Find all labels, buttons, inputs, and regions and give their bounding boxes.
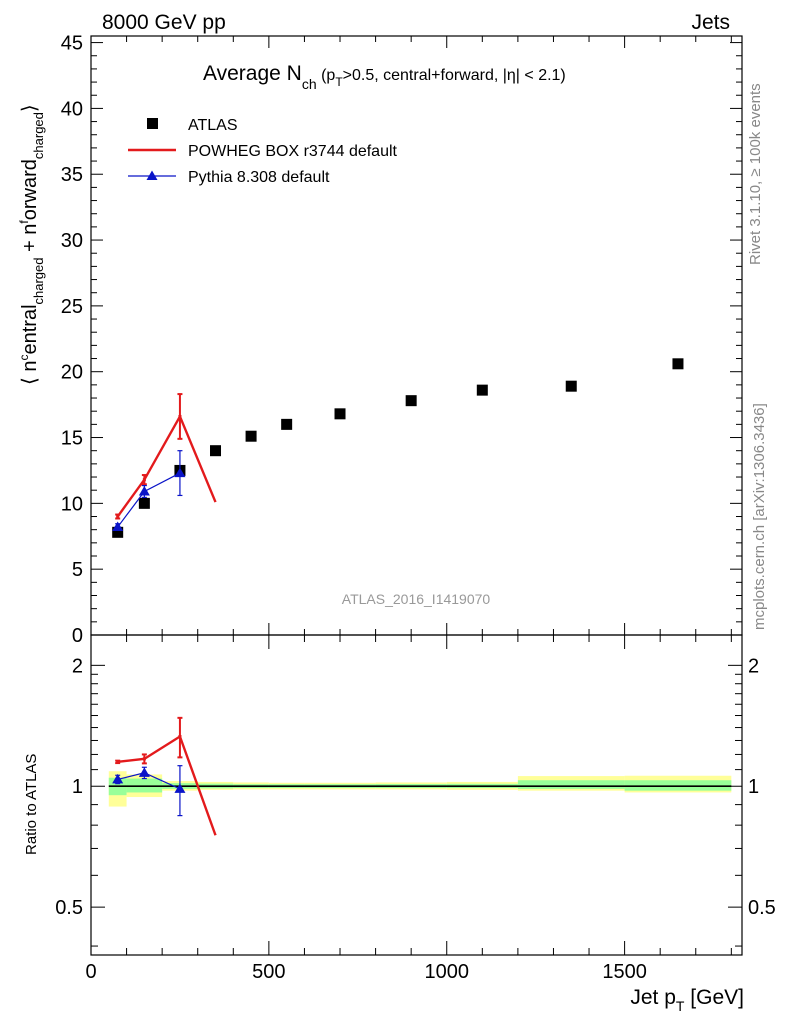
y-axis-label: ⟨ ncentralcharged + nforwardcharged⟩ <box>17 104 46 385</box>
atlas-point <box>112 526 124 538</box>
atlas-point <box>210 445 222 457</box>
upper-panel: 0 5 10 15 20 25 30 35 40 45 <box>61 33 743 647</box>
legend-label-pythia: Pythia 8.308 default <box>188 169 330 186</box>
ratio-powheg-point <box>178 734 182 738</box>
ratio-pythia-point <box>112 773 124 784</box>
header-energy: 8000 GeV pp <box>102 11 226 34</box>
header-process: Jets <box>691 11 730 34</box>
ratio-powheg-point <box>142 757 146 761</box>
legend-marker-pythia <box>146 170 158 180</box>
ratio-pythia-point <box>174 783 186 793</box>
atlas-point <box>281 418 293 430</box>
rivet-label: Rivet 3.1.10, ≥ 100k events <box>747 83 764 265</box>
y-tick-label: 30 <box>61 230 83 252</box>
y-tick-label: 0 <box>72 625 83 647</box>
ratio-panel: 0 500 1000 1500 0.5 0.5 1 1 2 2 <box>55 634 776 983</box>
ratio-y-tick-label: 2 <box>72 655 83 677</box>
x-tick-label: 1500 <box>602 961 647 983</box>
ratio-powheg-point <box>116 760 120 764</box>
ratio-y-axis-label: Ratio to ATLAS <box>23 754 40 855</box>
y-tick-label: 15 <box>61 428 83 450</box>
powheg-point <box>142 478 146 482</box>
x-tick-label: 500 <box>252 961 285 983</box>
x-tick-label: 0 <box>85 961 96 983</box>
atlas-point <box>672 358 684 370</box>
powheg-line <box>116 413 217 518</box>
ratio-y-tick-label: 0.5 <box>748 897 776 919</box>
y-tick-label: 45 <box>61 33 83 55</box>
atlas-point <box>565 380 577 392</box>
x-tick-label: 1000 <box>424 961 469 983</box>
legend-marker-atlas <box>147 118 158 129</box>
atlas-point <box>334 408 346 420</box>
y-tick-label: 10 <box>61 493 83 515</box>
ratio-powheg-line <box>117 734 217 836</box>
y-tick-label: 40 <box>61 98 83 120</box>
y-tick-label: 20 <box>61 362 83 384</box>
x-axis-label: Jet pT [GeV] <box>630 986 744 1014</box>
ratio-band-green <box>517 780 625 789</box>
analysis-id: ATLAS_2016_I1419070 <box>342 591 491 607</box>
atlas-point <box>138 497 150 509</box>
ratio-y-tick-label: 1 <box>72 776 83 798</box>
legend-label-powheg: POWHEG BOX r3744 default <box>188 143 398 160</box>
y-tick-label: 25 <box>61 296 83 318</box>
atlas-point <box>245 430 257 442</box>
legend-label-atlas: ATLAS <box>188 117 238 134</box>
ratio-y-tick-label: 1 <box>748 776 759 798</box>
y-tick-label: 5 <box>72 559 83 581</box>
legend: ATLAS POWHEG BOX r3744 default Pythia 8.… <box>128 117 398 186</box>
chart-title: Average Nch (pT>0.5, central+forward, |η… <box>203 62 566 92</box>
pythia-point <box>174 467 186 478</box>
ratio-pythia-point <box>138 767 150 777</box>
ratio-y-tick-label: 2 <box>748 655 759 677</box>
atlas-point <box>405 395 417 407</box>
y-tick-label: 35 <box>61 164 83 186</box>
pythia-point <box>112 521 124 532</box>
ratio-frame <box>90 634 743 956</box>
ratio-y-tick-label: 0.5 <box>55 897 83 919</box>
mcplots-label: mcplots.cern.ch [arXiv:1306.3436] <box>751 403 768 630</box>
powheg-point <box>116 515 120 519</box>
powheg-point <box>178 414 182 418</box>
pythia-point <box>138 486 150 496</box>
atlas-point <box>476 384 488 396</box>
